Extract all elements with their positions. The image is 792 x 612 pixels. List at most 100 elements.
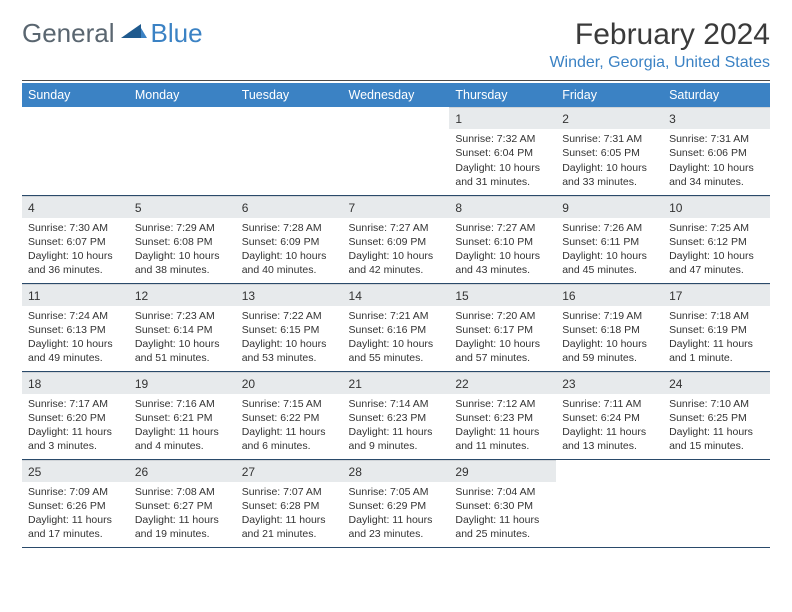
sunrise-line: Sunrise: 7:12 AM bbox=[455, 397, 550, 411]
daylight-line: Daylight: 11 hours and 11 minutes. bbox=[455, 425, 550, 453]
day-cell: 28Sunrise: 7:05 AMSunset: 6:29 PMDayligh… bbox=[343, 459, 450, 547]
day-body: Sunrise: 7:29 AMSunset: 6:08 PMDaylight:… bbox=[129, 218, 236, 282]
daylight-line: Daylight: 11 hours and 15 minutes. bbox=[669, 425, 764, 453]
sunset-line: Sunset: 6:18 PM bbox=[562, 323, 657, 337]
daylight-line: Daylight: 11 hours and 9 minutes. bbox=[349, 425, 444, 453]
day-cell: 10Sunrise: 7:25 AMSunset: 6:12 PMDayligh… bbox=[663, 195, 770, 283]
sunset-line: Sunset: 6:10 PM bbox=[455, 235, 550, 249]
day-body: Sunrise: 7:23 AMSunset: 6:14 PMDaylight:… bbox=[129, 306, 236, 370]
day-body: Sunrise: 7:14 AMSunset: 6:23 PMDaylight:… bbox=[343, 394, 450, 458]
sunrise-line: Sunrise: 7:16 AM bbox=[135, 397, 230, 411]
title-block: February 2024 Winder, Georgia, United St… bbox=[549, 18, 770, 72]
daylight-line: Daylight: 10 hours and 33 minutes. bbox=[562, 161, 657, 189]
daylight-line: Daylight: 11 hours and 17 minutes. bbox=[28, 513, 123, 541]
daylight-line: Daylight: 10 hours and 51 minutes. bbox=[135, 337, 230, 365]
day-number: 8 bbox=[449, 196, 556, 218]
sunset-line: Sunset: 6:23 PM bbox=[455, 411, 550, 425]
day-body: Sunrise: 7:32 AMSunset: 6:04 PMDaylight:… bbox=[449, 129, 556, 193]
sunrise-line: Sunrise: 7:14 AM bbox=[349, 397, 444, 411]
day-body: Sunrise: 7:31 AMSunset: 6:06 PMDaylight:… bbox=[663, 129, 770, 193]
day-header-row: SundayMondayTuesdayWednesdayThursdayFrid… bbox=[22, 83, 770, 107]
sunset-line: Sunset: 6:21 PM bbox=[135, 411, 230, 425]
sunrise-line: Sunrise: 7:32 AM bbox=[455, 132, 550, 146]
day-body: Sunrise: 7:10 AMSunset: 6:25 PMDaylight:… bbox=[663, 394, 770, 458]
week-row: 1Sunrise: 7:32 AMSunset: 6:04 PMDaylight… bbox=[22, 107, 770, 195]
day-body: Sunrise: 7:15 AMSunset: 6:22 PMDaylight:… bbox=[236, 394, 343, 458]
day-cell: 1Sunrise: 7:32 AMSunset: 6:04 PMDaylight… bbox=[449, 107, 556, 195]
day-cell: 22 Sunrise: 7:12 AMSunset: 6:23 PMDayligh… bbox=[449, 371, 556, 459]
daylight-line: Daylight: 10 hours and 49 minutes. bbox=[28, 337, 123, 365]
sunset-line: Sunset: 6:13 PM bbox=[28, 323, 123, 337]
daylight-line: Daylight: 11 hours and 23 minutes. bbox=[349, 513, 444, 541]
day-number: 1 bbox=[449, 107, 556, 129]
sunset-line: Sunset: 6:09 PM bbox=[349, 235, 444, 249]
sunset-line: Sunset: 6:15 PM bbox=[242, 323, 337, 337]
day-body: Sunrise: 7:22 AMSunset: 6:15 PMDaylight:… bbox=[236, 306, 343, 370]
day-cell bbox=[663, 459, 770, 547]
day-body: Sunrise: 7:16 AMSunset: 6:21 PMDaylight:… bbox=[129, 394, 236, 458]
day-number: 7 bbox=[343, 196, 450, 218]
sunrise-line: Sunrise: 7:10 AM bbox=[669, 397, 764, 411]
day-number: 29 bbox=[449, 460, 556, 482]
day-cell: 8 Sunrise: 7:27 AMSunset: 6:10 PMDaylight… bbox=[449, 195, 556, 283]
location: Winder, Georgia, United States bbox=[549, 54, 770, 72]
day-cell: 19Sunrise: 7:16 AMSunset: 6:21 PMDayligh… bbox=[129, 371, 236, 459]
sunrise-line: Sunrise: 7:05 AM bbox=[349, 485, 444, 499]
day-cell: 26Sunrise: 7:08 AMSunset: 6:27 PMDayligh… bbox=[129, 459, 236, 547]
day-header: Sunday bbox=[22, 83, 129, 107]
day-cell bbox=[236, 107, 343, 195]
day-number: 17 bbox=[663, 284, 770, 306]
day-cell: 25Sunrise: 7:09 AMSunset: 6:26 PMDayligh… bbox=[22, 459, 129, 547]
day-cell: 21Sunrise: 7:14 AMSunset: 6:23 PMDayligh… bbox=[343, 371, 450, 459]
sunrise-line: Sunrise: 7:28 AM bbox=[242, 221, 337, 235]
sunrise-line: Sunrise: 7:27 AM bbox=[455, 221, 550, 235]
brand-logo: General Blue bbox=[22, 18, 203, 49]
sunset-line: Sunset: 6:24 PM bbox=[562, 411, 657, 425]
sunset-line: Sunset: 6:22 PM bbox=[242, 411, 337, 425]
day-number: 24 bbox=[663, 372, 770, 394]
sunrise-line: Sunrise: 7:30 AM bbox=[28, 221, 123, 235]
day-header: Thursday bbox=[449, 83, 556, 107]
daylight-line: Daylight: 10 hours and 34 minutes. bbox=[669, 161, 764, 189]
daylight-line: Daylight: 10 hours and 43 minutes. bbox=[455, 249, 550, 277]
day-cell: 24Sunrise: 7:10 AMSunset: 6:25 PMDayligh… bbox=[663, 371, 770, 459]
day-number: 6 bbox=[236, 196, 343, 218]
day-header: Wednesday bbox=[343, 83, 450, 107]
day-cell bbox=[556, 459, 663, 547]
day-body: Sunrise: 7:11 AMSunset: 6:24 PMDaylight:… bbox=[556, 394, 663, 458]
day-number: 21 bbox=[343, 372, 450, 394]
day-cell: 5Sunrise: 7:29 AMSunset: 6:08 PMDaylight… bbox=[129, 195, 236, 283]
sunset-line: Sunset: 6:05 PM bbox=[562, 146, 657, 160]
brand-word-1: General bbox=[22, 18, 115, 49]
day-number: 12 bbox=[129, 284, 236, 306]
sunset-line: Sunset: 6:04 PM bbox=[455, 146, 550, 160]
day-cell: 9Sunrise: 7:26 AMSunset: 6:11 PMDaylight… bbox=[556, 195, 663, 283]
sunrise-line: Sunrise: 7:08 AM bbox=[135, 485, 230, 499]
sunset-line: Sunset: 6:25 PM bbox=[669, 411, 764, 425]
sunset-line: Sunset: 6:29 PM bbox=[349, 499, 444, 513]
day-cell: 7Sunrise: 7:27 AMSunset: 6:09 PMDaylight… bbox=[343, 195, 450, 283]
sunset-line: Sunset: 6:19 PM bbox=[669, 323, 764, 337]
daylight-line: Daylight: 10 hours and 45 minutes. bbox=[562, 249, 657, 277]
day-number: 15 bbox=[449, 284, 556, 306]
sunrise-line: Sunrise: 7:15 AM bbox=[242, 397, 337, 411]
day-number: 20 bbox=[236, 372, 343, 394]
day-number: 27 bbox=[236, 460, 343, 482]
day-cell: 4Sunrise: 7:30 AMSunset: 6:07 PMDaylight… bbox=[22, 195, 129, 283]
sunset-line: Sunset: 6:27 PM bbox=[135, 499, 230, 513]
day-number: 22 bbox=[449, 372, 556, 394]
sunrise-line: Sunrise: 7:29 AM bbox=[135, 221, 230, 235]
day-cell: 2Sunrise: 7:31 AMSunset: 6:05 PMDaylight… bbox=[556, 107, 663, 195]
sunrise-line: Sunrise: 7:20 AM bbox=[455, 309, 550, 323]
daylight-line: Daylight: 10 hours and 57 minutes. bbox=[455, 337, 550, 365]
day-header: Tuesday bbox=[236, 83, 343, 107]
sunset-line: Sunset: 6:26 PM bbox=[28, 499, 123, 513]
daylight-line: Daylight: 11 hours and 1 minute. bbox=[669, 337, 764, 365]
day-number: 26 bbox=[129, 460, 236, 482]
day-body: Sunrise: 7:04 AMSunset: 6:30 PMDaylight:… bbox=[449, 482, 556, 546]
sunset-line: Sunset: 6:11 PM bbox=[562, 235, 657, 249]
day-number: 5 bbox=[129, 196, 236, 218]
sunset-line: Sunset: 6:28 PM bbox=[242, 499, 337, 513]
day-body: Sunrise: 7:18 AMSunset: 6:19 PMDaylight:… bbox=[663, 306, 770, 370]
sunrise-line: Sunrise: 7:04 AM bbox=[455, 485, 550, 499]
